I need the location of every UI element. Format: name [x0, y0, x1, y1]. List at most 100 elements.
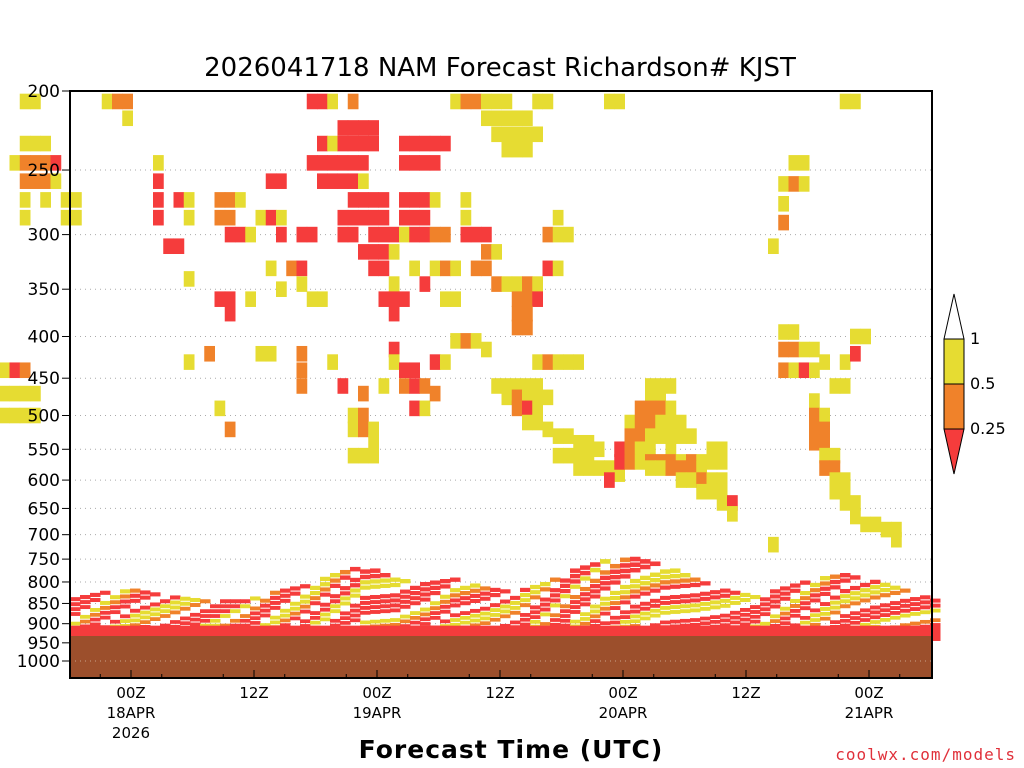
band-cell: [640, 586, 651, 591]
band-cell: [730, 615, 741, 620]
band-cell: [270, 590, 281, 595]
heatmap-cell: [440, 291, 451, 307]
heatmap-cell: [696, 483, 707, 500]
heatmap-cell: [30, 93, 41, 110]
band-cell: [910, 607, 921, 612]
band-cell: [540, 602, 551, 607]
band-cell: [420, 592, 431, 597]
band-cell: [140, 590, 151, 595]
heatmap-cell: [604, 472, 615, 488]
band-cell: [490, 593, 501, 598]
band-cell: [90, 592, 101, 597]
heatmap-cell: [501, 378, 513, 394]
band-cell: [580, 617, 591, 621]
band-cell: [390, 625, 401, 641]
band-cell: [330, 618, 341, 623]
x-tick-label: 00Z: [116, 684, 145, 702]
heatmap-cell: [645, 460, 656, 476]
heatmap-cell: [358, 447, 369, 464]
heatmap-cell: [368, 120, 379, 136]
heatmap-cell: [778, 214, 789, 231]
band-cell: [530, 625, 541, 641]
heatmap-cell: [522, 305, 533, 322]
band-cell: [300, 599, 311, 604]
band-cell: [710, 615, 721, 619]
heatmap-cell: [255, 209, 267, 226]
band-cell: [630, 562, 641, 567]
band-cell: [700, 581, 711, 586]
band-cell: [740, 625, 751, 641]
band-cell: [350, 583, 361, 588]
heatmap-cell: [614, 93, 625, 110]
band-cell: [190, 612, 201, 617]
band-cell: [430, 606, 441, 611]
heatmap-cell: [829, 460, 841, 476]
heatmap-cell: [655, 428, 666, 444]
band-cell: [830, 595, 841, 600]
band-cell: [420, 597, 431, 602]
band-cell: [850, 625, 861, 641]
heatmap-cell: [214, 400, 226, 417]
band-cell: [450, 613, 461, 618]
band-cell: [450, 625, 461, 641]
band-cell: [190, 625, 201, 641]
band-cell: [610, 606, 621, 610]
heatmap-cell: [388, 291, 400, 307]
heatmap-cell: [337, 209, 349, 226]
band-cell: [610, 569, 621, 574]
heatmap-cell: [122, 110, 133, 127]
band-cell: [830, 620, 841, 624]
band-cell: [540, 587, 551, 592]
band-cell: [740, 612, 751, 617]
band-cell: [360, 580, 371, 585]
heatmap-cell: [19, 155, 31, 171]
heatmap-cell: [809, 407, 820, 424]
credit-link[interactable]: coolwx.com/models: [835, 745, 1016, 764]
heatmap-cell: [0, 362, 10, 379]
band-cell: [190, 622, 201, 627]
heatmap-cells: [0, 93, 902, 553]
heatmap-cell: [368, 434, 379, 451]
band-cell: [730, 625, 741, 641]
band-cell: [910, 597, 921, 602]
heatmap-cell: [450, 333, 461, 349]
heatmap-cell: [399, 378, 410, 394]
band-cell: [160, 623, 171, 628]
band-cell: [680, 578, 691, 583]
band-cell: [330, 594, 341, 599]
band-cell: [660, 569, 671, 574]
band-cell: [920, 625, 931, 641]
band-cell: [910, 621, 921, 626]
band-cell: [560, 618, 571, 623]
band-cell: [380, 583, 391, 588]
band-cell: [570, 568, 581, 573]
heatmap-cell: [491, 126, 502, 143]
y-axis: 200 250 300 350 400 450 500 550 600 650 700 750 8008…: [17, 82, 70, 672]
heatmap-cell: [378, 209, 390, 226]
heatmap-cell: [552, 428, 564, 444]
band-cell: [830, 605, 841, 610]
band-cell: [880, 613, 891, 617]
band-cell: [840, 625, 851, 641]
heatmap-cell: [532, 126, 543, 143]
heatmap-cell: [532, 389, 543, 406]
band-cell: [800, 591, 811, 596]
band-cell: [660, 610, 671, 615]
band-cell: [110, 600, 121, 605]
heatmap-cell: [522, 319, 533, 336]
heatmap-cell: [522, 414, 533, 431]
band-cell: [370, 584, 381, 589]
heatmap-cell: [624, 414, 636, 431]
band-cell: [680, 599, 691, 604]
heatmap-cell: [399, 155, 410, 171]
band-cell: [770, 619, 781, 623]
band-cell: [240, 625, 251, 641]
heatmap-cell: [706, 483, 718, 500]
heatmap-cell: [296, 378, 308, 394]
y-tick-label: 450: [28, 369, 60, 389]
band-cell: [150, 617, 161, 621]
band-cell: [920, 619, 931, 624]
heatmap-cell: [409, 209, 420, 226]
heatmap-cell: [675, 428, 687, 444]
